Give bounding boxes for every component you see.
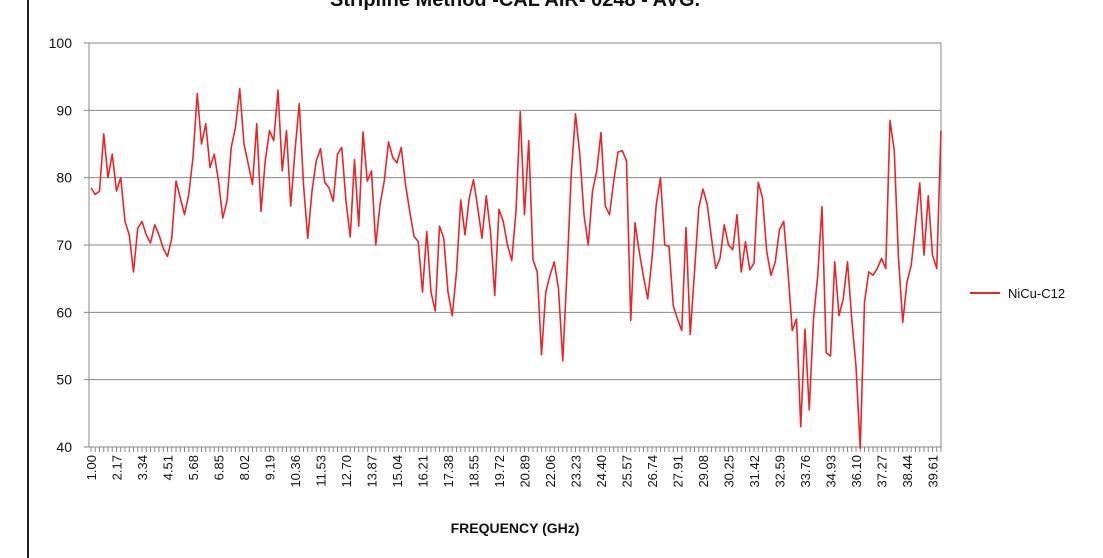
x-tick-label: 32.59 xyxy=(773,455,788,488)
x-tick-label: 23.23 xyxy=(569,455,584,488)
x-tick-label: 13.87 xyxy=(365,455,380,488)
x-tick-label: 2.17 xyxy=(110,455,125,480)
x-tick-label: 36.10 xyxy=(849,455,864,488)
x-tick-label: 31.42 xyxy=(747,455,762,488)
x-tick-label: 29.08 xyxy=(696,455,711,488)
x-tick-label: 20.89 xyxy=(518,455,533,488)
y-tick-label: 90 xyxy=(56,102,72,118)
x-tick-label: 19.72 xyxy=(492,455,507,488)
x-tick-label: 15.04 xyxy=(390,455,405,488)
x-tick-label: 26.74 xyxy=(645,455,660,488)
x-tick-label: 39.61 xyxy=(926,455,941,488)
x-tick-label: 27.91 xyxy=(671,455,686,488)
y-tick-label: 100 xyxy=(49,35,73,51)
x-tick-label: 12.70 xyxy=(339,455,354,488)
x-tick-label: 1.00 xyxy=(84,455,99,480)
y-tick-label: 40 xyxy=(56,439,72,455)
x-tick-label: 4.51 xyxy=(161,455,176,480)
x-tick-label: 17.38 xyxy=(441,455,456,488)
y-tick-label: 80 xyxy=(56,170,72,186)
x-tick-label: 30.25 xyxy=(722,455,737,488)
y-tick-label: 70 xyxy=(56,237,72,253)
legend-label: NiCu-C12 xyxy=(1008,286,1065,301)
data-line xyxy=(90,87,942,450)
x-tick-label: 37.27 xyxy=(875,455,890,488)
x-tick-label: 24.40 xyxy=(594,455,609,488)
x-tick-label: 33.76 xyxy=(798,455,813,488)
chart-title: Stripline Method -CAL AIR- 0248 - AVG. xyxy=(330,0,700,11)
x-tick-label: 11.53 xyxy=(314,455,329,487)
x-tick-label: 16.21 xyxy=(416,455,431,488)
x-tick-label: 18.55 xyxy=(467,455,482,488)
x-tick-label: 34.93 xyxy=(824,455,839,488)
x-tick-label: 5.68 xyxy=(186,455,201,480)
x-tick-label: 3.34 xyxy=(135,455,150,480)
y-tick-label: 60 xyxy=(56,304,72,320)
x-tick-label: 10.36 xyxy=(288,455,303,488)
x-tick-label: 22.06 xyxy=(543,455,558,488)
x-tick-label: 38.44 xyxy=(900,455,915,488)
x-tick-label: 25.57 xyxy=(620,455,635,488)
x-axis-label: FREQUENCY (GHz) xyxy=(451,520,580,536)
x-tick-label: 8.02 xyxy=(237,455,252,480)
x-tick-label: 6.85 xyxy=(212,455,227,480)
y-tick-label: 50 xyxy=(56,372,72,388)
x-tick-label: 9.19 xyxy=(263,455,278,480)
